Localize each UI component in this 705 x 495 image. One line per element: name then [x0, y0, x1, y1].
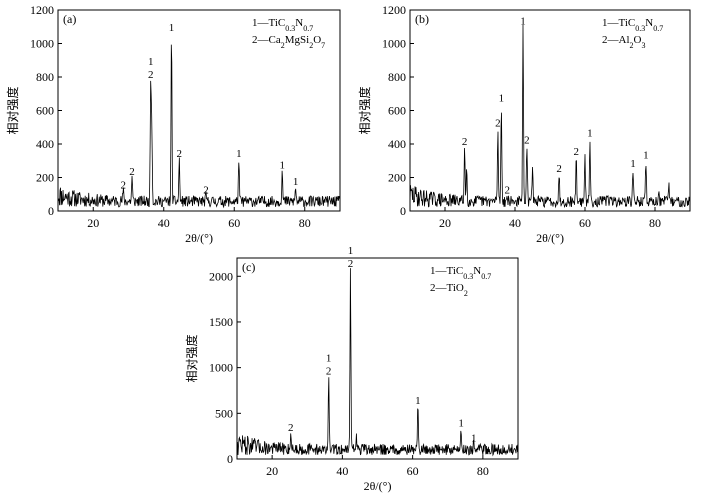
peak-label: 1	[148, 56, 154, 68]
panel-b: 20 40 60 800200400600800100012002θ/(°)相对强度(…	[357, 3, 691, 245]
peak-label: 1	[520, 15, 526, 27]
peak-label: 2	[129, 166, 135, 178]
x-tick-label: 60	[407, 464, 419, 478]
peak-label: 1	[630, 158, 636, 170]
x-tick-label: 20	[87, 216, 99, 230]
y-tick-label: 2000	[209, 269, 233, 283]
y-tick-label: 1000	[382, 37, 406, 51]
x-axis-label: 2θ/(°)	[364, 479, 392, 493]
legend-entry: 2—Al2O3	[602, 34, 645, 50]
y-tick-label: 500	[215, 406, 233, 420]
legend-entry: 1—TiC0.3N0.7	[430, 265, 491, 281]
x-axis-label: 2θ/(°)	[185, 231, 213, 245]
series-line	[409, 24, 691, 209]
peak-label: 2	[120, 180, 126, 192]
y-tick-label: 200	[36, 171, 54, 185]
y-tick-label: 1000	[209, 361, 233, 375]
y-axis-label: 相对强度	[357, 86, 372, 134]
y-tick-label: 1200	[30, 3, 54, 17]
y-tick-label: 800	[388, 70, 406, 84]
x-tick-label: 80	[299, 216, 311, 230]
y-tick-label: 400	[388, 137, 406, 151]
y-tick-label: 1000	[30, 37, 54, 51]
panel-c: 20 40 60 80 0 500 1000 1500 2000 2θ/(°) 相对强度 (c) 1—T…	[184, 245, 519, 493]
peak-label: 1	[348, 245, 354, 257]
x-tick-label: 80	[477, 464, 489, 478]
y-tick-label: 600	[388, 104, 406, 118]
x-axis-label: 2θ/(°)	[536, 231, 564, 245]
peak-label: 1	[415, 395, 421, 407]
legend-entry: 1—TiC0.3N0.7	[602, 17, 663, 33]
peak-label: 2	[524, 134, 530, 146]
y-tick-label: 0	[48, 204, 54, 218]
peak-label: 2	[505, 185, 511, 197]
y-tick-label: 1200	[382, 3, 406, 17]
y-tick-label: 600	[36, 104, 54, 118]
peak-label: 1	[293, 176, 299, 188]
peak-label: 1	[643, 149, 649, 161]
peak-label: 2	[177, 148, 183, 160]
x-tick-label: 40	[509, 216, 521, 230]
plot-frame	[409, 9, 691, 212]
x-tick-label: 80	[649, 216, 661, 230]
peak-label: 1	[458, 418, 464, 430]
peak-label: 2	[462, 136, 468, 148]
x-tick-label: 20	[439, 216, 451, 230]
panel-label: (c)	[242, 260, 255, 274]
y-axis-label: 相对强度	[184, 334, 199, 382]
panel-label: (a)	[63, 12, 76, 26]
x-tick-label: 20	[266, 464, 278, 478]
peak-label: 2	[326, 366, 332, 378]
peak-label: 2	[574, 146, 580, 158]
peak-label: 2	[148, 69, 154, 81]
series-line	[236, 268, 519, 457]
x-tick-label: 60	[579, 216, 591, 230]
panel-a: 20 40 60 800200400600800100012002θ/(°)相对强度(…	[5, 3, 341, 245]
panel-label: (b)	[415, 12, 429, 26]
peak-label: 2	[348, 258, 354, 270]
peak-label: 2	[556, 163, 562, 175]
legend-entry: 2—Ca2MgSi2O7	[252, 34, 325, 50]
x-tick-label: 40	[336, 464, 348, 478]
peak-label: 1	[279, 159, 285, 171]
peak-label: 1	[326, 353, 332, 365]
legend-entry: 2—TiO2	[430, 282, 468, 298]
peak-label: 2	[495, 118, 501, 130]
series-line	[57, 44, 341, 209]
y-tick-label: 200	[388, 171, 406, 185]
y-tick-label: 800	[36, 70, 54, 84]
peak-label: 1	[236, 148, 242, 160]
peak-label: 2	[288, 422, 294, 434]
peak-label: 1	[587, 128, 593, 140]
peak-label: 1	[471, 432, 477, 444]
x-tick-label: 60	[228, 216, 240, 230]
y-tick-label: 0	[227, 452, 233, 466]
peak-label: 2	[203, 185, 209, 197]
y-tick-label: 0	[400, 204, 406, 218]
y-tick-label: 1500	[209, 315, 233, 329]
x-tick-label: 40	[158, 216, 170, 230]
y-axis-label: 相对强度	[5, 86, 20, 134]
y-tick-label: 400	[36, 137, 54, 151]
peak-label: 1	[499, 92, 505, 104]
plot-frame	[236, 257, 519, 460]
legend-entry: 1—TiC0.3N0.7	[252, 17, 313, 33]
peak-label: 1	[169, 22, 175, 34]
